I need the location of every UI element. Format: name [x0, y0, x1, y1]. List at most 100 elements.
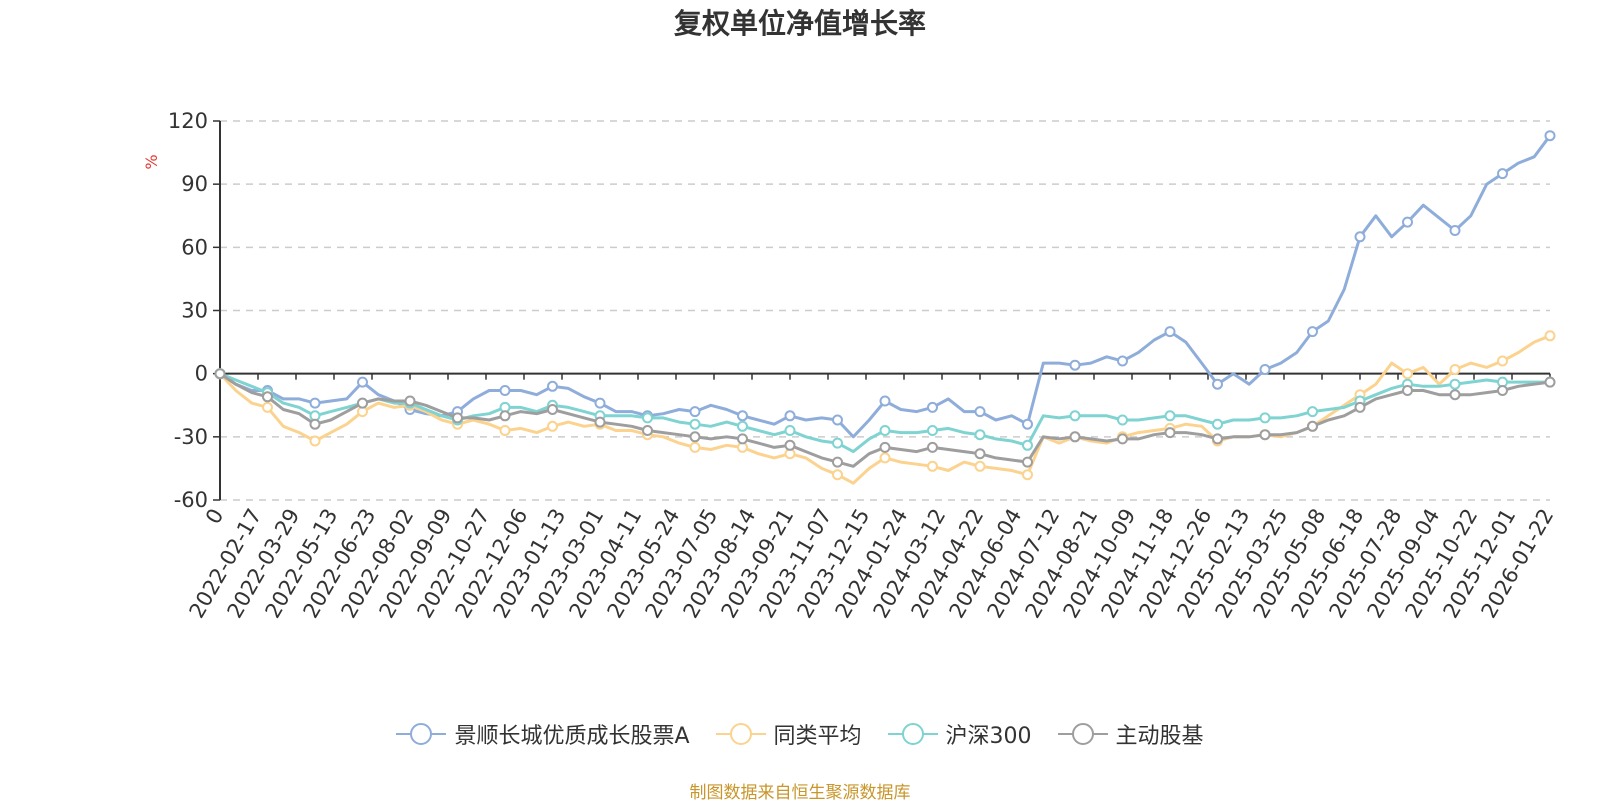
data-point — [452, 412, 463, 424]
data-point — [1449, 364, 1461, 375]
data-point — [357, 376, 368, 388]
data-point — [1164, 410, 1176, 422]
data-point — [642, 425, 653, 436]
data-point — [689, 441, 701, 453]
data-point — [1117, 414, 1128, 426]
series-line-0 — [219, 134, 1552, 439]
data-point — [689, 406, 701, 418]
data-point — [1164, 326, 1176, 338]
legend-marker-icon — [396, 723, 447, 745]
data-point — [1022, 469, 1033, 481]
legend-item-0[interactable]: 景顺长城优质成长股票A — [396, 718, 690, 750]
y-axis-label: % — [142, 154, 161, 169]
y-tick-label: -60 — [174, 488, 208, 512]
data-point — [879, 441, 891, 453]
data-point — [1544, 130, 1556, 142]
data-point — [1354, 401, 1366, 413]
data-point — [1307, 406, 1318, 418]
data-point — [1307, 326, 1318, 338]
data-point — [832, 469, 843, 481]
data-point — [784, 425, 796, 436]
data-point — [1402, 385, 1413, 396]
y-tick-label: 90 — [181, 172, 208, 196]
data-point — [1022, 418, 1033, 430]
data-point — [594, 416, 606, 428]
data-point — [499, 410, 511, 422]
data-point — [1212, 378, 1223, 390]
x-tick-label: 0 — [201, 505, 228, 529]
legend: 景顺长城优质成长股票A 同类平均 沪深300 主动股基 — [0, 718, 1600, 750]
data-point — [499, 425, 511, 436]
data-point — [1497, 355, 1508, 367]
data-point — [309, 418, 321, 430]
data-point — [499, 385, 511, 396]
grid-layer — [220, 120, 1550, 501]
data-point — [1117, 355, 1128, 367]
data-point — [737, 433, 748, 445]
data-point — [1449, 378, 1461, 390]
data-point — [1069, 359, 1081, 371]
data-point — [357, 397, 368, 409]
source-note: 制图数据来自恒生聚源数据库 — [689, 783, 911, 803]
y-tick-label: 60 — [181, 235, 208, 259]
data-point — [262, 401, 273, 413]
series-layer — [214, 130, 1556, 485]
data-point — [832, 414, 843, 426]
data-point — [1497, 168, 1508, 180]
data-point — [594, 397, 606, 409]
data-point — [547, 420, 558, 432]
data-point — [547, 404, 558, 415]
data-point — [1544, 376, 1556, 388]
data-point — [1402, 216, 1413, 228]
data-point — [927, 441, 938, 453]
data-point — [1354, 231, 1366, 243]
data-point — [1259, 429, 1271, 441]
data-point — [1544, 330, 1556, 342]
data-point — [1164, 427, 1176, 439]
data-point — [927, 460, 938, 472]
data-point — [262, 391, 273, 403]
y-tick-label: 30 — [181, 299, 208, 323]
data-point — [974, 429, 986, 441]
y-tick-label: 0 — [195, 362, 208, 386]
data-point — [974, 406, 986, 418]
y-tick-label: -30 — [174, 425, 208, 449]
legend-item-1[interactable]: 同类平均 — [715, 718, 862, 750]
data-point — [1022, 456, 1033, 468]
data-point — [1069, 410, 1081, 422]
data-point — [309, 397, 321, 409]
data-point — [309, 435, 321, 447]
legend-item-2[interactable]: 沪深300 — [887, 718, 1032, 750]
y-tick-label: 120 — [168, 109, 208, 133]
data-point — [214, 368, 226, 380]
data-point — [1449, 389, 1461, 401]
data-point — [1449, 225, 1461, 236]
data-point — [1212, 433, 1223, 445]
data-point — [832, 437, 843, 449]
data-point — [1259, 364, 1271, 375]
data-point — [404, 395, 416, 407]
chart-title: 复权单位净值增长率 — [673, 7, 926, 40]
data-point — [547, 380, 558, 392]
data-point — [1069, 431, 1081, 443]
data-point — [1259, 412, 1271, 424]
legend-label: 主动股基 — [1115, 724, 1204, 749]
data-point — [927, 401, 938, 413]
data-point — [832, 456, 843, 468]
data-point — [689, 418, 701, 430]
data-point — [879, 395, 891, 407]
data-point — [1117, 433, 1128, 445]
data-point — [737, 410, 748, 422]
data-point — [784, 410, 796, 422]
data-point — [974, 448, 986, 460]
data-point — [1022, 439, 1033, 451]
data-point — [879, 452, 891, 464]
legend-label: 景顺长城优质成长股票A — [454, 724, 690, 749]
legend-marker-icon — [715, 723, 766, 745]
axis-layer: -60-30030609012002022-02-172022-03-29202… — [168, 109, 1558, 622]
data-point — [642, 412, 653, 424]
data-point — [737, 420, 748, 432]
data-point — [1497, 385, 1508, 396]
legend-item-3[interactable]: 主动股基 — [1057, 718, 1204, 750]
